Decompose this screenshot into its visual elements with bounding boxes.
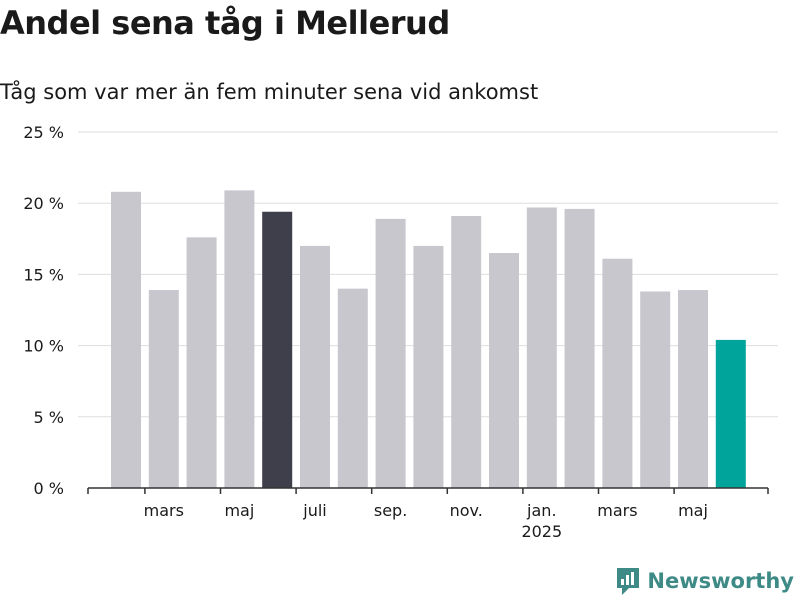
y-tick-label: 25 %	[23, 123, 64, 142]
bar	[715, 339, 746, 488]
chart-title: Andel sena tåg i Mellerud	[0, 4, 450, 42]
x-tick-label: maj	[224, 501, 254, 520]
bar	[489, 253, 519, 488]
brand-name: Newsworthy	[647, 569, 794, 593]
y-tick-label: 20 %	[23, 194, 64, 213]
chart-subtitle: Tåg som var mer än fem minuter sena vid …	[0, 80, 539, 104]
bar-chart: 0 % 5 % 10 % 15 % 20 % 25 % mars maj juli sep. no…	[23, 123, 778, 541]
bar	[224, 190, 255, 488]
x-tick-label: juli	[302, 501, 326, 520]
x-tick-label: jan.	[526, 501, 556, 520]
bar	[640, 291, 671, 488]
y-tick-label: 5 %	[34, 408, 64, 427]
bar	[678, 290, 708, 488]
x-tick-label: mars	[144, 501, 184, 520]
bar	[602, 258, 633, 488]
bar	[337, 288, 368, 488]
bars	[111, 190, 746, 489]
x-tick-label: nov.	[450, 501, 483, 520]
bar	[111, 191, 141, 489]
bar	[451, 216, 482, 489]
y-tick-label: 10 %	[23, 337, 64, 356]
bar	[413, 245, 444, 488]
y-tick-label: 0 %	[34, 479, 64, 498]
x-year-label: 2025	[521, 522, 562, 541]
newsworthy-logo-icon	[617, 568, 640, 595]
x-tick-label: maj	[678, 501, 708, 520]
bar	[526, 207, 557, 489]
bar	[262, 211, 293, 488]
bar	[564, 208, 595, 488]
bar	[186, 237, 217, 488]
y-tick-label: 15 %	[23, 265, 64, 284]
bar	[300, 245, 330, 488]
x-axis: mars maj juli sep. nov. jan. mars maj 2025	[87, 487, 769, 541]
x-tick-label: sep.	[374, 501, 407, 520]
bar	[148, 290, 179, 488]
y-axis-tick-labels: 0 % 5 % 10 % 15 % 20 % 25 %	[23, 123, 64, 498]
x-tick-label: mars	[597, 501, 637, 520]
newsworthy-brand: Newsworthy	[615, 566, 794, 596]
bar	[375, 218, 406, 488]
